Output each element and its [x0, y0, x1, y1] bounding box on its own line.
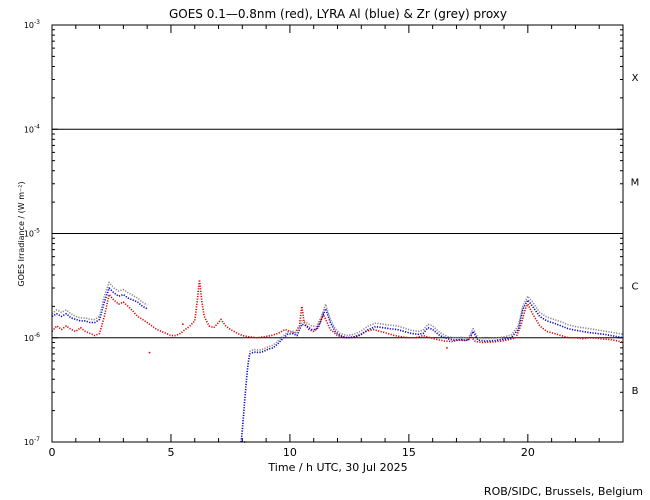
data-point	[148, 351, 151, 354]
series-trace	[249, 295, 624, 353]
y-tick-mantissa: 10	[24, 230, 34, 239]
series-trace	[249, 299, 624, 355]
x-ticks: 0 5 10 15 20	[49, 25, 624, 459]
y-tick-label: 10-5	[24, 228, 40, 239]
x-tick-label: 10	[283, 446, 297, 459]
data-point	[446, 346, 448, 349]
flare-class-labels: B C M X	[631, 73, 640, 397]
y-tick-label: 10-7	[24, 436, 40, 447]
y-tick-label: 10-6	[24, 332, 40, 343]
series-trace	[51, 287, 148, 324]
y-tick-mantissa: 10	[24, 438, 34, 447]
flare-class-label: M	[631, 177, 640, 188]
data-series	[51, 278, 624, 443]
y-axis-label: GOES Irradiance / (W m⁻²)	[17, 181, 26, 286]
y-tick-label: 10-3	[24, 19, 40, 30]
x-tick-label: 20	[521, 446, 535, 459]
x-tick-label: 0	[49, 446, 56, 459]
y-tick-exponent: -3	[34, 19, 40, 26]
series-trace	[51, 281, 148, 321]
y-tick-label: 10-4	[24, 123, 40, 134]
chart-title: GOES 0.1—0.8nm (red), LYRA Al (blue) & Z…	[169, 7, 507, 21]
y-tick-exponent: -6	[34, 332, 40, 339]
flare-class-label: B	[632, 386, 639, 397]
y-tick-mantissa: 10	[24, 334, 34, 343]
y-tick-mantissa: 10	[24, 21, 34, 30]
x-axis-label: Time / h UTC, 30 Jul 2025	[267, 461, 407, 474]
flare-class-label: C	[632, 282, 639, 293]
y-tick-exponent: -7	[34, 436, 40, 443]
y-tick-exponent: -4	[34, 123, 40, 130]
credit-text: ROB/SIDC, Brussels, Belgium	[484, 485, 643, 498]
y-tick-mantissa: 10	[24, 125, 34, 134]
y-tick-exponent: -5	[34, 228, 40, 235]
series-trace	[240, 355, 251, 443]
x-tick-label: 5	[167, 446, 174, 459]
x-tick-label: 15	[402, 446, 416, 459]
flare-class-label: X	[632, 73, 639, 84]
data-point	[181, 323, 184, 326]
flare-class-lines	[52, 128, 623, 339]
